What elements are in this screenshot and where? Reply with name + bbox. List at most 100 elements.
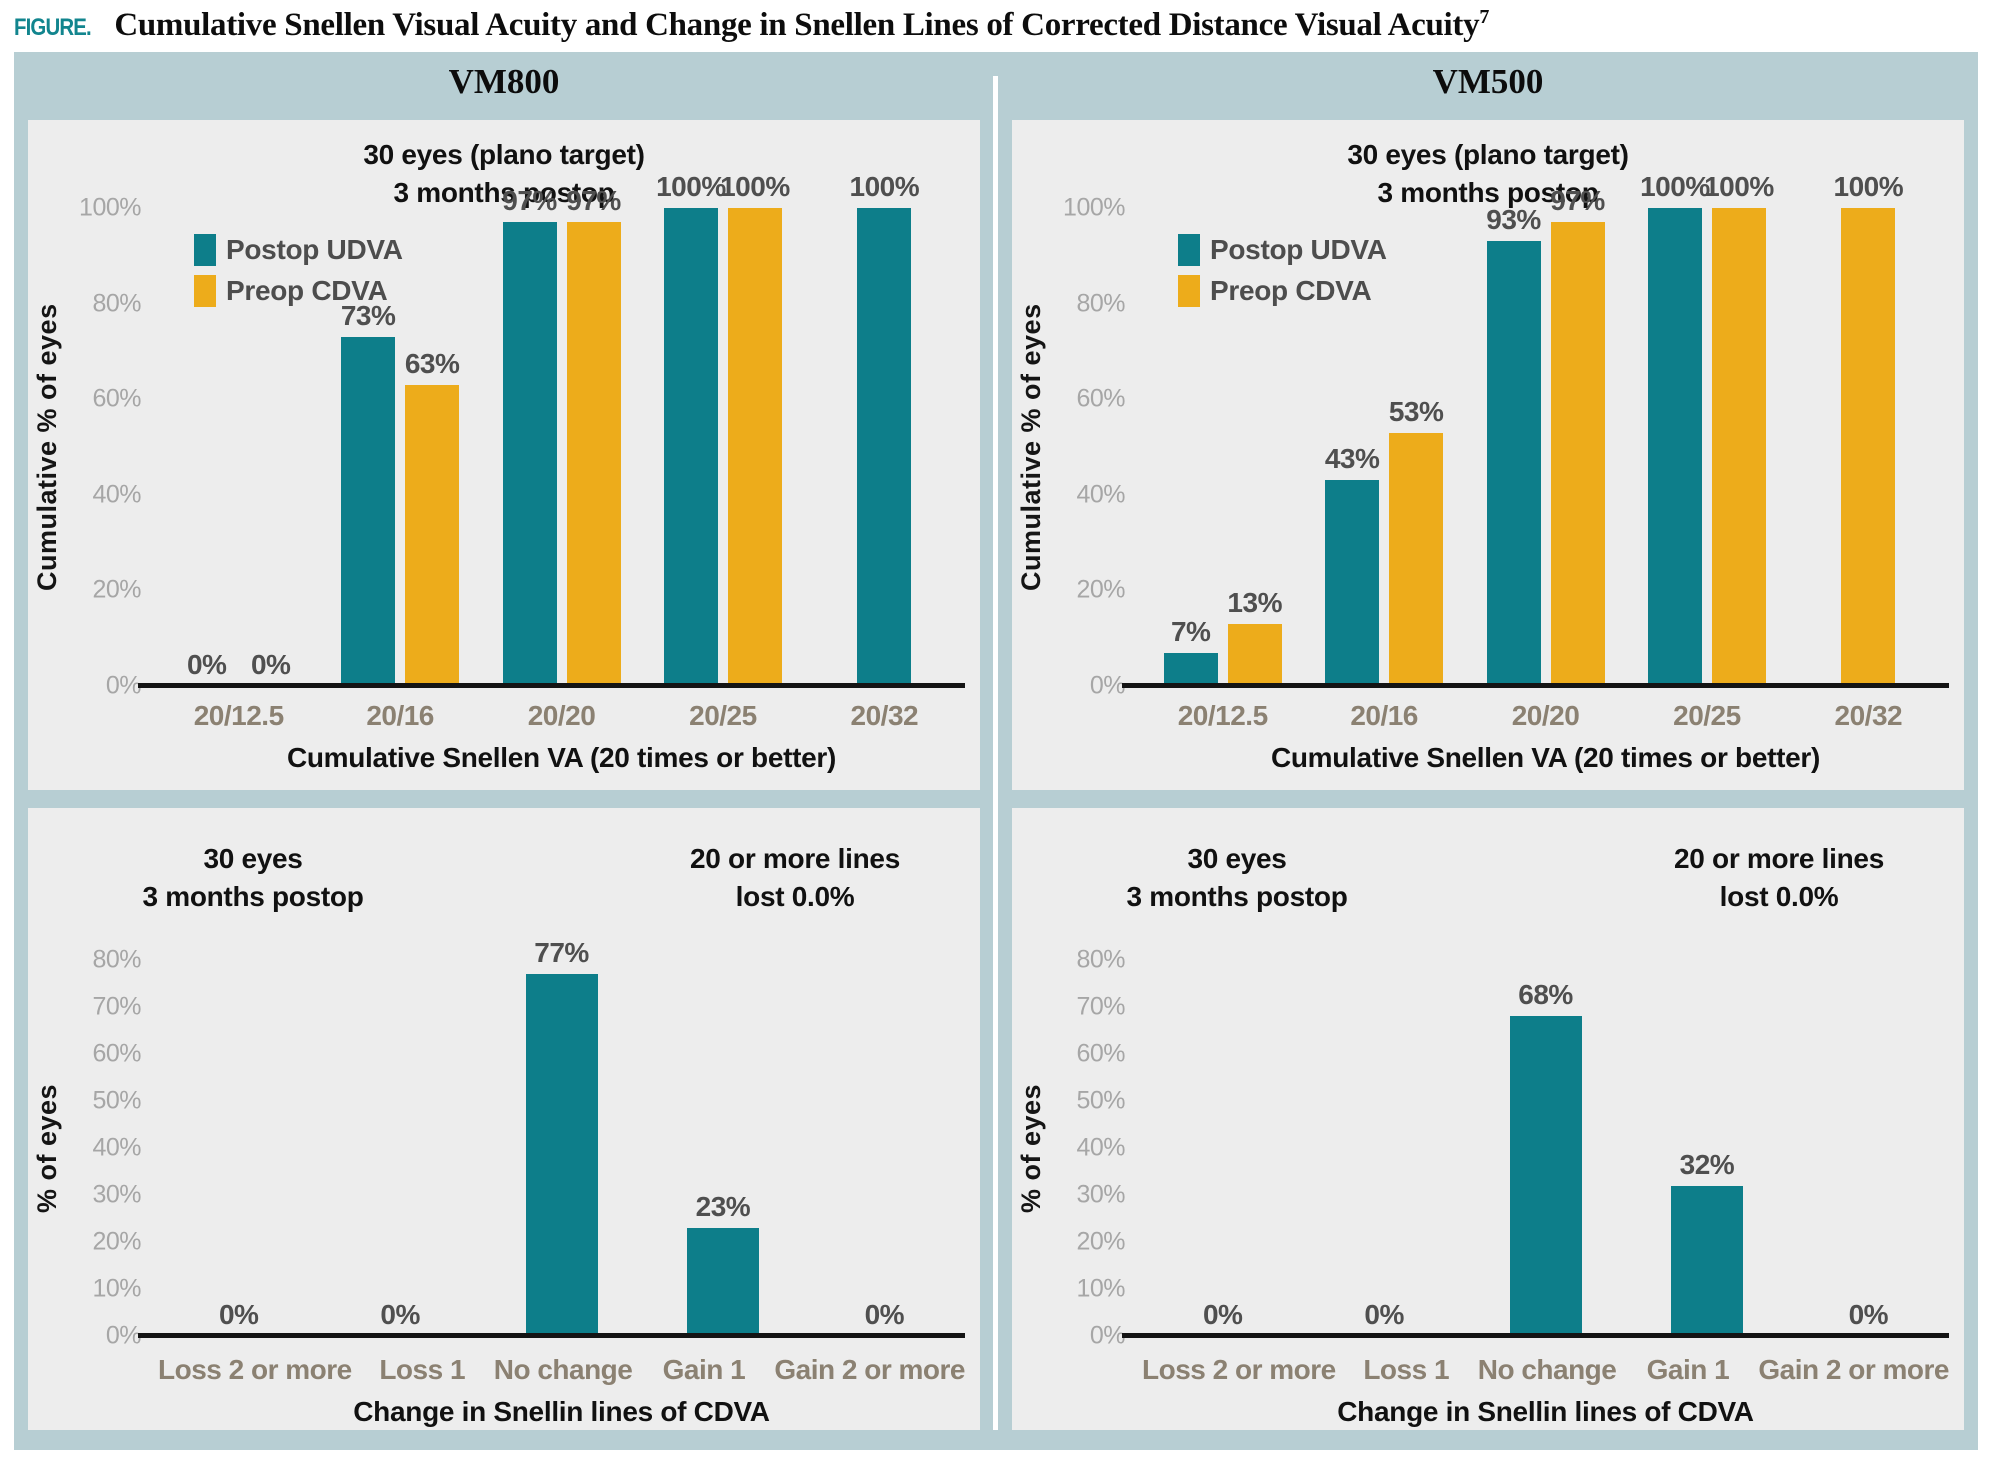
- legend-label-postop-udva: Postop UDVA: [226, 234, 403, 265]
- y-tick-label-30: 30%: [1076, 1180, 1125, 1209]
- category-group-20-20: 93% 97%: [1465, 185, 1626, 686]
- bar-postop-udva-20-32: 100%: [850, 171, 920, 686]
- bar-value-label: 68%: [1518, 979, 1573, 1011]
- column-header-vm500: VM500: [1432, 62, 1544, 101]
- bar-value-label: 0%: [1364, 1299, 1404, 1330]
- legend: Postop UDVA Preop CDVA: [194, 234, 403, 307]
- category-label-20-25: 20/25: [1673, 700, 1741, 731]
- y-tick-label-80: 80%: [92, 945, 141, 974]
- bar-postop-udva-20-25: 100%: [656, 171, 726, 686]
- bar-value-label: 0%: [380, 1299, 420, 1330]
- bar-value-label: 100%: [720, 171, 790, 202]
- category-label-20-20: 20/20: [527, 700, 596, 731]
- legend-swatch-postop-udva: [194, 234, 216, 266]
- bar-postop-udva-20-20: 93%: [1486, 204, 1541, 686]
- column-divider: [993, 76, 998, 1430]
- bar-value-label: 100%: [656, 171, 726, 202]
- bar-value-label: 63%: [404, 347, 460, 379]
- bar-value-label: 0%: [186, 649, 227, 680]
- bar-value-label: 93%: [1486, 204, 1541, 236]
- category-group-20-25: 100% 100%: [642, 171, 803, 686]
- panel-vm800-cumulative: 30 eyes (plano target) 3 months postop 0% 2…: [28, 120, 980, 790]
- bar-change-cdva-no-change: 68%: [1509, 979, 1582, 1336]
- bar-value-label: 0%: [1848, 1299, 1889, 1330]
- category-labels: 20/12.5 20/16 20/20 20/25 20/32: [158, 700, 965, 732]
- annotation-line: 20 or more lines: [690, 843, 900, 874]
- annotation-line: lost 0.0%: [735, 881, 855, 912]
- y-tick-label-10: 10%: [1076, 1274, 1125, 1303]
- y-tick-label-60: 60%: [1076, 384, 1125, 413]
- bar-postop-udva-20-25: 100%: [1640, 171, 1710, 686]
- bar-value-label: 0%: [1202, 1299, 1243, 1330]
- bar-preop-cdva-20-12-5: 13%: [1227, 587, 1282, 686]
- category-label-gain-1: Gain 1: [1646, 1354, 1730, 1385]
- category-group-20-32: 100%: [804, 171, 965, 686]
- bar-value-label: 73%: [340, 300, 396, 332]
- panel-vm800-change: 30 eyes 3 months postop 20 or more lines lo…: [28, 808, 980, 1430]
- bar-preop-cdva-20-32: 100%: [1834, 171, 1904, 686]
- category-group-loss-1: 0%: [319, 960, 480, 1336]
- y-tick-label-60: 60%: [92, 384, 141, 413]
- annotation-left: 30 eyes 3 months postop: [88, 840, 418, 916]
- annotation-line: 20 or more lines: [1674, 843, 1884, 874]
- category-group-no-change: 68%: [1465, 960, 1626, 1336]
- bar-preop-cdva-20-16: 53%: [1389, 396, 1444, 686]
- y-tick-label-80: 80%: [92, 289, 141, 318]
- bar-preop-cdva-20-25: 100%: [720, 171, 790, 686]
- category-label-no-change: No change: [493, 1354, 633, 1385]
- bar-preop-cdva-20-16: 63%: [405, 348, 460, 686]
- y-tick-label-20: 20%: [1076, 1227, 1125, 1256]
- bar-postop-udva-20-16: 43%: [1325, 443, 1380, 686]
- y-tick-label-0: 0%: [1089, 671, 1126, 700]
- bar-value-label: 97%: [566, 185, 621, 217]
- category-group-20-12-5: 7% 13%: [1142, 208, 1303, 686]
- bars: 0% 0% 77% 23% 0%: [158, 937, 965, 1336]
- legend-label-preop-cdva: Preop CDVA: [1210, 275, 1372, 306]
- bar-value-label: 97%: [1550, 185, 1605, 217]
- figure-title-row: FIGURE. Cumulative Snellen Visual Acuity…: [0, 0, 1992, 46]
- legend: Postop UDVA Preop CDVA: [1178, 234, 1387, 307]
- category-labels: Loss 2 or more Loss 1 No change Gain 1 Gain …: [1142, 1354, 1949, 1386]
- annotation-left: 30 eyes 3 months postop: [1072, 840, 1402, 916]
- x-axis-title: Cumulative Snellen VA (20 times or bette…: [1270, 742, 1821, 773]
- annotation-line: 3 months postop: [142, 881, 364, 912]
- legend-label-preop-cdva: Preop CDVA: [226, 275, 388, 306]
- annotation-right: 20 or more lines lost 0.0%: [625, 840, 965, 916]
- bar-preop-cdva-20-20: 97%: [1550, 185, 1605, 686]
- plot-area-vm800-cumulative-snellen-va: 0% 20% 40% 60% 80% 100% Cumulative % of eyes Po…: [32, 171, 965, 700]
- bar-preop-cdva-20-20: 97%: [566, 185, 621, 686]
- y-axis-label: % of eyes: [32, 1083, 62, 1213]
- bar-postop-udva-20-12-5: 7%: [1163, 616, 1218, 686]
- y-tick-label-100: 100%: [1063, 193, 1125, 222]
- plot-area-vm500-cumulative-snellen-va: 0% 20% 40% 60% 80% 100% Cumulative % of eyes Po…: [1016, 171, 1949, 700]
- category-group-20-25: 100% 100%: [1626, 171, 1787, 686]
- bar-value-label: 43%: [1324, 443, 1380, 475]
- column-header-vm800: VM800: [448, 62, 560, 101]
- category-label-no-change: No change: [1477, 1354, 1617, 1385]
- chart-subtitle-line: 30 eyes (plano target): [1347, 139, 1629, 170]
- x-axis-title: Change in Snellin lines of CDVA: [1337, 1396, 1754, 1427]
- annotation-line: lost 0.0%: [1719, 881, 1839, 912]
- category-labels: Loss 2 or more Loss 1 No change Gain 1 Gain …: [158, 1354, 965, 1386]
- bar-value-label: 0%: [864, 1299, 905, 1330]
- y-tick-label-40: 40%: [92, 480, 141, 509]
- x-axis-title: Cumulative Snellen VA (20 times or bette…: [286, 742, 837, 773]
- y-tick-label-60: 60%: [1076, 1039, 1125, 1068]
- category-label-20-20: 20/20: [1511, 700, 1580, 731]
- category-group-gain-2-or-more: 0%: [804, 960, 965, 1336]
- figure-heading-superscript: 7: [1479, 6, 1490, 28]
- y-tick-label-50: 50%: [1076, 1086, 1125, 1115]
- category-label-loss-1: Loss 1: [379, 1354, 466, 1385]
- category-group-gain-2-or-more: 0%: [1788, 960, 1949, 1336]
- legend-swatch-postop-udva: [1178, 234, 1200, 266]
- bars: 0% 0% 73% 63% 97% 97% 100% 100% 100%: [158, 171, 965, 686]
- bar-postop-udva-20-16: 73%: [341, 300, 396, 686]
- category-group-20-32: 100%: [1788, 171, 1949, 686]
- bar-change-cdva-gain-1: 32%: [1670, 1149, 1743, 1336]
- y-tick-label-60: 60%: [92, 1039, 141, 1068]
- chart-subtitle: 30 eyes (plano target) 3 months postop: [28, 136, 980, 212]
- chart-subtitle-line: 3 months postop: [393, 177, 615, 208]
- figure-label: FIGURE.: [14, 14, 92, 41]
- plot-area-vm800-change-in-snellen-lines: 0% 10% 20% 30% 40% 50% 60% 70% 80% % of eyes 0% 0% 7…: [32, 937, 965, 1350]
- y-tick-label-10: 10%: [92, 1274, 141, 1303]
